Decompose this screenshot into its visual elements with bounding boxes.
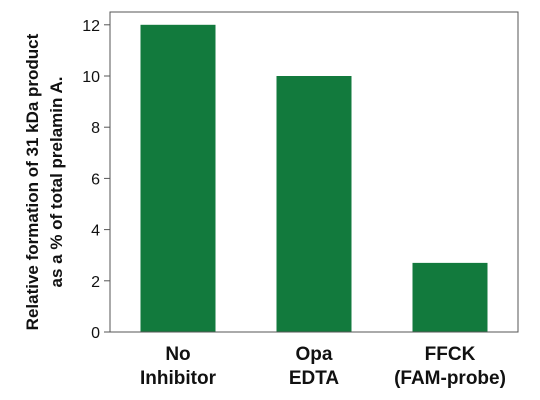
x-category-label-line: FFCK xyxy=(425,344,476,365)
y-tick-label: 10 xyxy=(82,69,100,86)
x-category-label: No Inhibitor xyxy=(140,344,217,389)
y-axis-title-line-2: as a % of total prelamin A. xyxy=(47,77,66,288)
y-axis-title: Relative formation of 31 kDa product as … xyxy=(23,33,66,330)
bar xyxy=(140,24,216,333)
x-category-label-line: (FAM-probe) xyxy=(394,368,506,389)
y-tick-label: 4 xyxy=(91,223,100,240)
plot-frame xyxy=(109,11,519,333)
x-category-label-line: Inhibitor xyxy=(140,368,217,389)
x-category-label-line: EDTA xyxy=(289,368,340,389)
x-category-label: FFCK (FAM-probe) xyxy=(394,344,506,389)
y-tick-label: 6 xyxy=(91,171,100,188)
y-tick-label: 2 xyxy=(91,274,100,291)
x-category-label: Opa EDTA xyxy=(289,344,340,389)
y-tick-label: 8 xyxy=(91,120,100,137)
y-axis-title-line-1: Relative formation of 31 kDa product xyxy=(23,33,42,330)
bar xyxy=(412,262,488,332)
x-category-label-line: Opa xyxy=(296,344,333,365)
y-tick-label: 12 xyxy=(82,18,100,35)
x-category-label-line: No xyxy=(165,344,190,365)
bar xyxy=(276,76,352,332)
y-tick-label: 0 xyxy=(91,325,100,342)
